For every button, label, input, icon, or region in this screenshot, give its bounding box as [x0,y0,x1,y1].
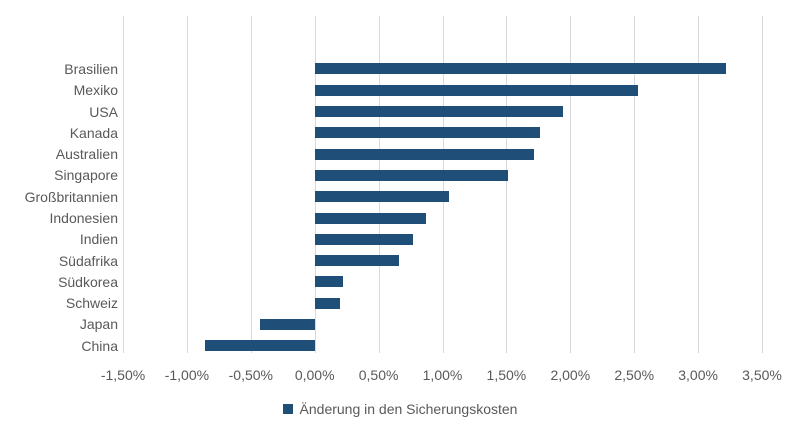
bar-indonesien [314,212,426,224]
bar-japan [259,318,315,330]
category-label: Indien [79,231,118,248]
gridline [442,16,444,353]
bar-brasilien [314,63,727,75]
x-axis-tick-label: -1,00% [164,367,210,383]
legend-label: Änderung in den Sicherungskosten [299,401,518,417]
x-axis-tick-label: 2,50% [614,367,655,383]
category-label: Mexiko [73,82,118,99]
legend-marker-icon [282,404,293,414]
x-axis-tick-label: 1,50% [486,367,527,383]
x-axis-tick-label: -1,50% [100,367,146,383]
bar-schweiz [314,297,341,309]
gridline [378,16,380,353]
bar-china [204,340,315,352]
legend: Änderung in den Sicherungskosten [0,401,800,417]
bar-sdafrika [314,255,399,267]
gridline [314,16,316,353]
bar-usa [314,106,563,117]
x-axis-tick-label: 1,00% [422,367,463,383]
x-axis-tick-label: 3,00% [678,367,718,383]
gridline [123,16,124,353]
x-axis-tick-label: -0,50% [228,367,273,383]
category-label: Südafrika [58,252,118,269]
category-label: China [81,337,118,354]
category-label: Singapore [54,167,118,184]
category-label: Indonesien [49,210,118,226]
bar-mexiko [314,84,638,96]
category-label: Japan [79,316,118,333]
category-label: Australien [55,146,118,163]
x-axis-tick-label: 2,00% [550,367,591,383]
bar-singapore [314,169,508,181]
category-label: Kanada [69,124,118,141]
bar-sdkorea [314,276,343,288]
gridline [762,16,763,353]
gridline [250,16,252,353]
x-axis-tick-label: 0,50% [358,367,399,383]
x-axis-tick-label: 3,50% [742,367,782,383]
bar-australien [314,148,535,160]
bar-grobritannien [314,191,449,203]
category-label: USA [89,103,118,120]
category-label: Großbritannien [24,188,118,205]
bar-kanada [314,127,540,139]
gridline [634,16,636,353]
category-label: Schweiz [65,295,118,312]
category-label: Brasilien [64,60,118,77]
gridline [570,16,572,353]
gridline [186,16,188,353]
gridline [698,16,700,353]
bar-indien [314,233,414,245]
gridline [506,16,508,353]
x-axis-tick-label: 0,00% [294,367,335,383]
category-label: Südkorea [58,273,118,290]
